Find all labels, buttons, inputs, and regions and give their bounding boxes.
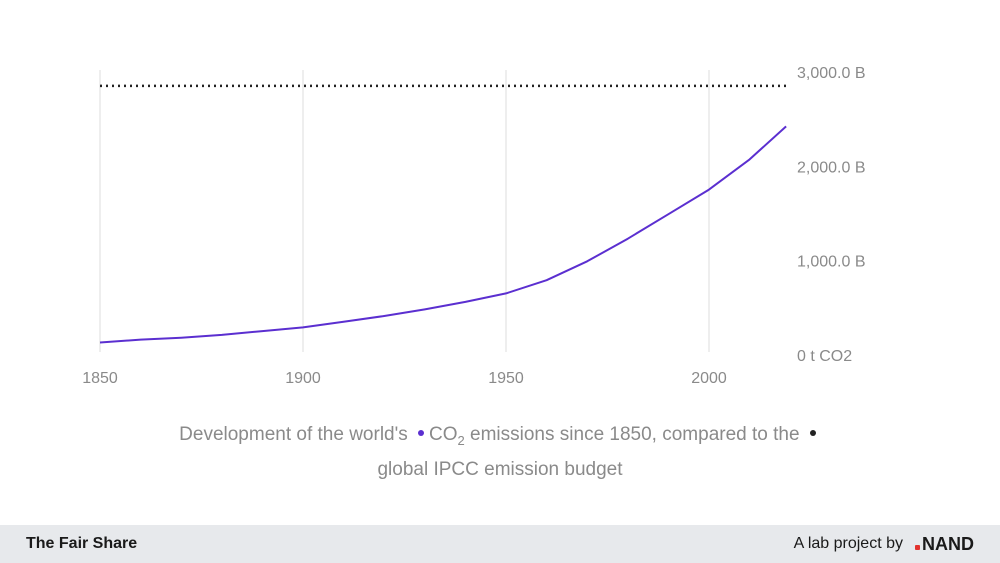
- footer-credit: A lab project by NAND: [794, 534, 974, 555]
- co2-emissions-line: [99, 125, 787, 344]
- x-tick-label: 1900: [285, 370, 321, 387]
- series-layer: [99, 84, 787, 344]
- x-tick-label: 2000: [691, 370, 727, 387]
- y-tick-label: 0 t CO2: [797, 348, 852, 365]
- grid-lines: [99, 70, 710, 352]
- emissions-legend-dot: [418, 430, 425, 437]
- y-axis-ticks: 0 t CO2 1,000.0 B 2,000.0 B 3,000.0 B: [797, 65, 866, 365]
- nand-logo-dot: [915, 544, 920, 550]
- chart-caption: Development of the world's CO2 emissions…: [0, 420, 1000, 484]
- y-tick-label: 3,000.0 B: [797, 65, 866, 82]
- nand-logo-text: NAND: [922, 533, 974, 554]
- budget-legend-dot: [809, 430, 816, 437]
- caption-part1: Development of the world's: [179, 424, 408, 445]
- x-axis-ticks: 1850 1900 1950 2000: [82, 370, 727, 387]
- footer-credit-text: A lab project by: [793, 535, 903, 552]
- y-tick-label: 2,000.0 B: [797, 159, 866, 176]
- y-tick-label: 1,000.0 B: [797, 254, 866, 271]
- caption-co2-base: CO: [429, 424, 458, 445]
- caption-co2: CO2: [429, 424, 465, 448]
- caption-co2-sub: 2: [457, 432, 465, 448]
- co2-emissions-chart: 1850 1900 1950 2000 0 t CO2 1,000.0 B 2,000.0…: [82, 65, 866, 387]
- caption-part3: global IPCC emission budget: [377, 458, 623, 480]
- caption-part2: emissions since 1850, compared to the: [470, 424, 800, 445]
- footer-bar: The Fair Share A lab project by NAND: [0, 525, 1000, 563]
- nand-logo[interactable]: NAND: [915, 534, 974, 555]
- x-tick-label: 1950: [488, 370, 524, 387]
- x-tick-label: 1850: [82, 370, 118, 387]
- footer-brand[interactable]: The Fair Share: [26, 535, 138, 552]
